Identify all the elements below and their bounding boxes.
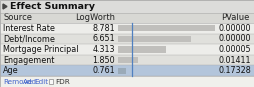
Bar: [0, 0, 254, 13]
Text: Mortgage Principal: Mortgage Principal: [3, 45, 78, 54]
Text: 6.651: 6.651: [92, 34, 115, 43]
Text: 0.00005: 0.00005: [219, 45, 251, 54]
Bar: [49, 79, 53, 84]
Text: Remove: Remove: [3, 78, 32, 84]
Bar: [0, 34, 254, 44]
Text: FDR: FDR: [55, 78, 70, 84]
Text: Age: Age: [3, 66, 19, 75]
Text: 1.850: 1.850: [92, 56, 115, 65]
Text: 0.761: 0.761: [92, 66, 115, 75]
Text: Edit: Edit: [34, 78, 48, 84]
Bar: [118, 46, 166, 53]
Text: 0.01411: 0.01411: [219, 56, 251, 65]
Text: Effect Summary: Effect Summary: [10, 2, 95, 11]
Bar: [118, 57, 138, 63]
Polygon shape: [3, 4, 7, 9]
Text: LogWorth: LogWorth: [75, 13, 115, 23]
Bar: [118, 25, 215, 31]
Bar: [0, 13, 254, 76]
Bar: [0, 13, 254, 23]
Bar: [0, 55, 254, 65]
Text: Add: Add: [23, 78, 37, 84]
Bar: [118, 36, 192, 42]
Text: 0.00000: 0.00000: [219, 24, 251, 33]
Text: Debt/Income: Debt/Income: [3, 34, 55, 43]
Text: Source: Source: [3, 13, 32, 23]
Bar: [0, 65, 254, 76]
Text: Engagement: Engagement: [3, 56, 54, 65]
Text: PValue: PValue: [221, 13, 249, 23]
Bar: [0, 76, 254, 87]
Text: 0.00000: 0.00000: [219, 34, 251, 43]
Text: Interest Rate: Interest Rate: [3, 24, 55, 33]
Text: 0.17328: 0.17328: [219, 66, 251, 75]
Bar: [0, 23, 254, 34]
Text: 4.313: 4.313: [92, 45, 115, 54]
Bar: [118, 68, 126, 74]
Text: 8.781: 8.781: [92, 24, 115, 33]
Bar: [0, 44, 254, 55]
